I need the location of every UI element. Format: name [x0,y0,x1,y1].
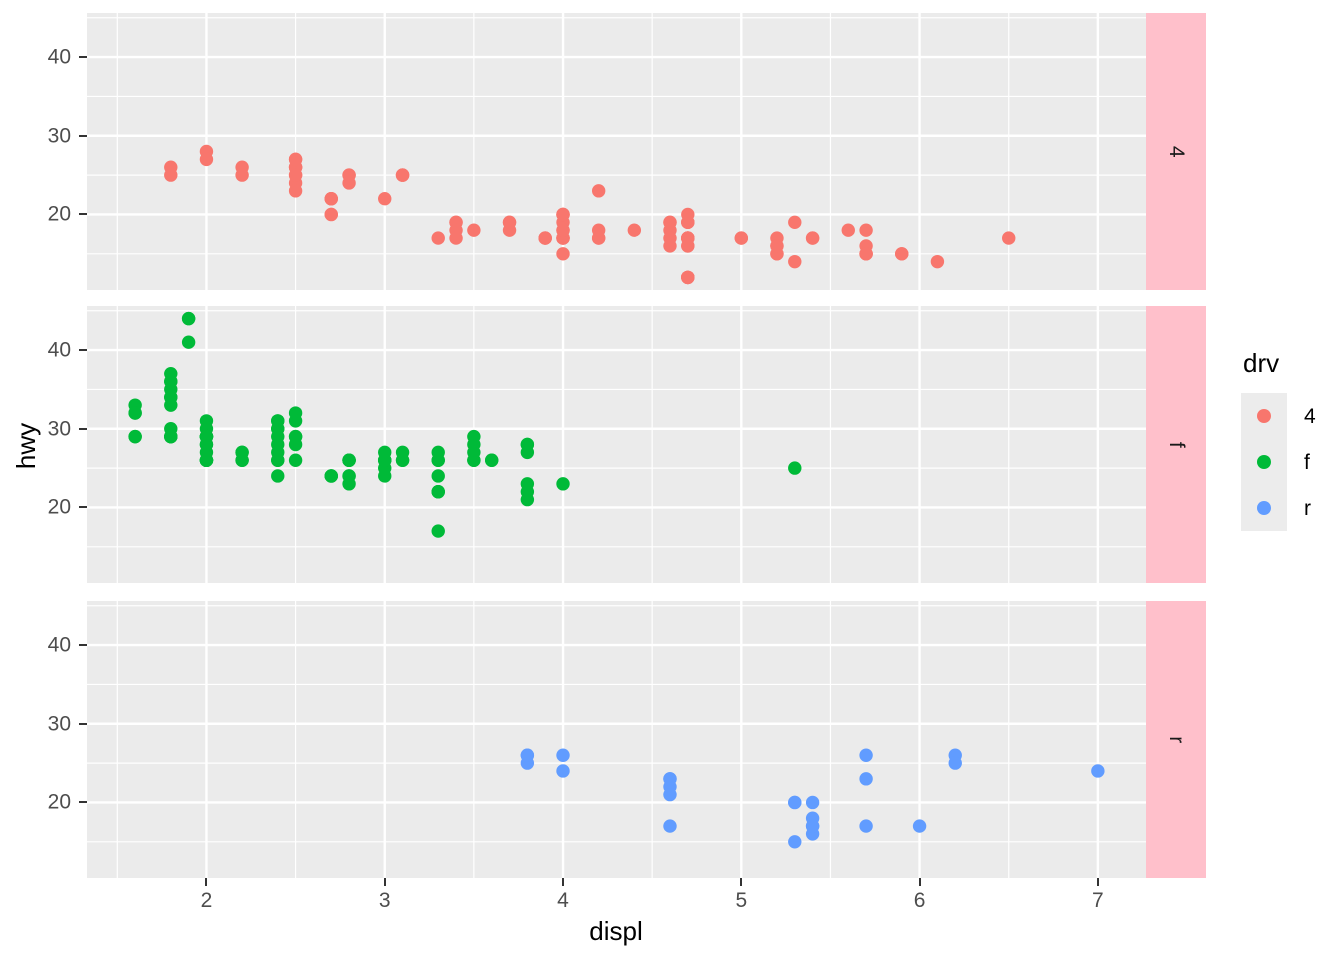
panel-drv-f [87,306,1146,583]
legend-title: drv [1243,348,1280,378]
panel-drv-r [87,601,1146,878]
y-tick-mark [79,801,87,804]
x-tick-mark [1096,878,1099,886]
legend-point-icon [1257,409,1271,423]
x-tick-label: 4 [557,889,569,912]
x-tick-mark [562,878,564,886]
x-tick-mark [740,878,743,886]
legend-key-box [1241,393,1287,439]
y-tick-mark [79,722,87,725]
legend: drv 4 f r [1241,350,1316,531]
facet-strip-label-4: 4 [1165,145,1188,158]
legend-point-icon [1257,455,1271,469]
y-tick-mark [79,427,87,430]
y-tick-label: 40 [47,633,71,657]
x-axis-title: displ [589,916,643,946]
legend-entry-4: 4 [1241,393,1316,439]
x-tick-label: 7 [1092,889,1104,912]
x-tick-mark [383,878,386,886]
legend-label: 4 [1304,404,1316,428]
y-tick-label: 30 [47,417,71,441]
scatter-panel-drv-4 [87,13,1146,290]
y-tick-label: 20 [47,790,71,814]
facet-strip-4: 4 [1146,13,1206,290]
x-tick-mark [918,878,921,886]
y-tick-label: 30 [47,124,71,148]
y-tick-label: 20 [47,495,71,519]
x-tick-label: 3 [378,889,391,912]
y-tick-mark [79,134,87,137]
facet-strip-f: f [1146,306,1206,583]
facet-strip-label-f: f [1165,441,1188,448]
legend-entry-f: f [1241,439,1316,485]
facet-strip-r: r [1146,601,1206,878]
legend-key-box [1241,439,1287,485]
y-tick-label: 30 [47,712,71,736]
legend-label: r [1304,496,1311,520]
y-tick-label: 20 [47,202,71,226]
legend-key-box [1241,485,1287,531]
y-tick-mark [79,349,87,352]
panel-drv-4 [87,13,1146,290]
legend-label: f [1304,450,1310,474]
x-tick-label: 2 [200,889,213,912]
y-tick-mark [79,506,87,509]
y-tick-label: 40 [47,338,71,362]
x-tick-label: 5 [735,889,748,912]
legend-point-icon [1257,501,1271,515]
facet-strip-label-r: r [1165,735,1188,744]
scatter-panel-drv-f [87,306,1146,583]
y-tick-label: 40 [47,45,71,69]
y-tick-mark [79,644,87,647]
y-tick-mark [79,213,87,216]
legend-entry-r: r [1241,485,1316,531]
scatter-panel-drv-r [87,601,1146,878]
x-tick-label: 6 [913,889,926,912]
y-tick-mark [79,56,87,59]
x-tick-mark [205,878,208,886]
